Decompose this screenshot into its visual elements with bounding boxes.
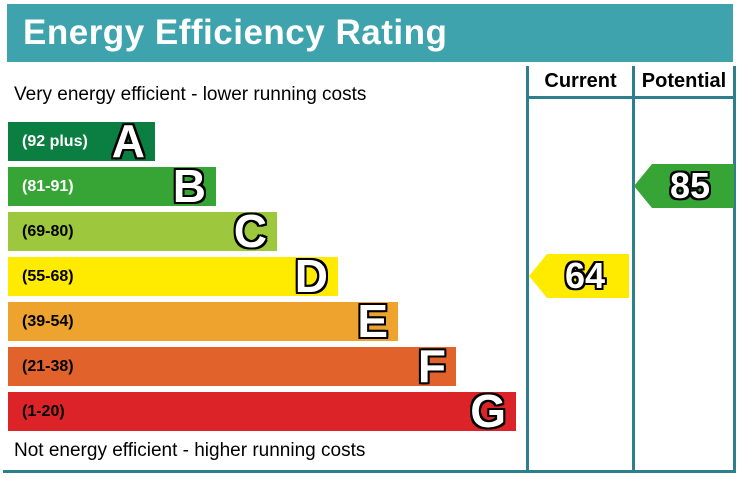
band-a: (92 plus) A [8,118,155,164]
band-b: (81-91) B [8,163,216,209]
band-letter: G [470,384,506,437]
band-range-label: (81-91) [22,177,74,195]
band-e: (39-54) E [8,298,398,344]
band-letter: D [294,249,328,302]
band-g: (1-20) G [8,388,516,434]
band-c: (69-80) C [8,208,277,254]
band-letter: F [417,339,446,392]
band-range-label: (21-38) [22,357,74,375]
column-header-potential: Potential [641,70,727,92]
potential-column-right-border [733,66,736,473]
column-header-underline [526,96,736,99]
column-divider-line [632,66,635,473]
band-range-label: (69-80) [22,222,74,240]
band-range-label: (92 plus) [22,132,88,150]
band-range-label: (1-20) [22,402,65,420]
current-rating-arrow: 64 [529,254,629,298]
chart-title: Energy Efficiency Rating [7,4,733,62]
band-letter: B [172,159,206,212]
band-letter: E [357,294,388,347]
potential-rating-arrow: 85 [634,164,734,208]
potential-rating-value: 85 [669,165,711,206]
current-rating-value: 64 [564,255,606,296]
caption-not-efficient: Not energy efficient - higher running co… [14,440,366,461]
band-range-label: (39-54) [22,312,74,330]
caption-very-efficient: Very energy efficient - lower running co… [14,84,367,105]
column-header-current: Current [544,70,617,92]
band-letter: A [111,114,145,167]
current-column-left-border [526,66,529,473]
chart-bottom-border [3,470,736,473]
band-range-label: (55-68) [22,267,74,285]
band-f: (21-38) F [8,343,456,389]
band-letter: C [233,204,267,257]
band-d: (55-68) D [8,253,338,299]
